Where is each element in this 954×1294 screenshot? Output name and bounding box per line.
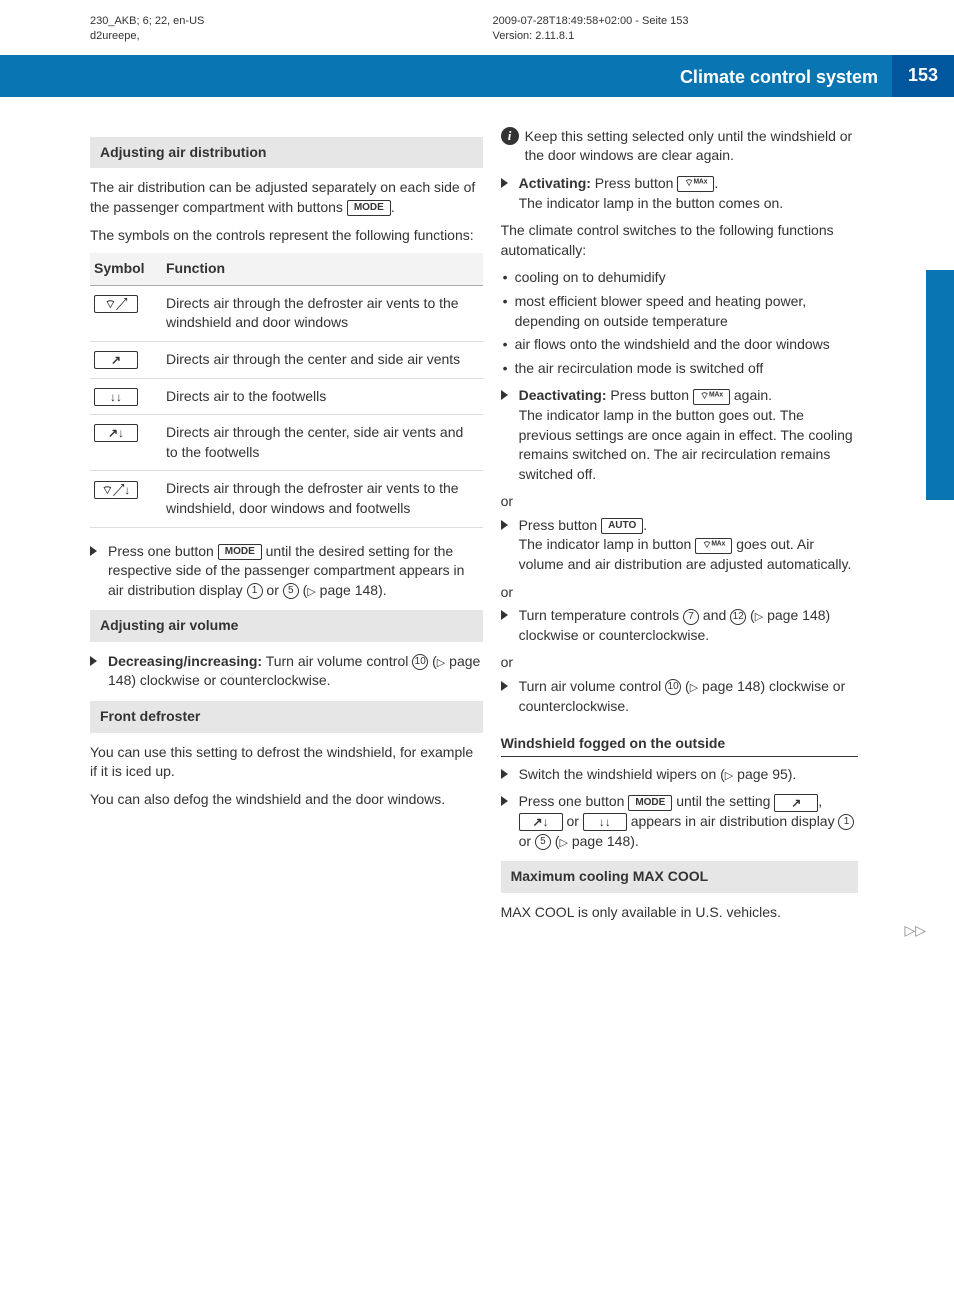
step-item: Press one button MODE until the desired …	[90, 542, 483, 601]
right-column: i Keep this setting selected only until …	[501, 127, 894, 931]
ref-10-icon: 10	[665, 679, 681, 695]
step-list-deactivate: Deactivating: Press button ⌔ᴹᴬˣ again. T…	[501, 386, 858, 484]
chapter-title: Climate control system	[680, 55, 892, 97]
table-row: ⌔↗ Directs air through the defroster air…	[90, 285, 483, 341]
para-auto-intro: The climate control switches to the foll…	[501, 221, 858, 260]
air-defrost-up-icon: ⌔↗	[94, 295, 138, 313]
step-list-temp: Turn temperature controls 7 and 12 (▷ pa…	[501, 606, 858, 645]
air-footwell-icon: ↓↓	[583, 813, 627, 831]
mode-button-icon: MODE	[628, 795, 672, 811]
or-separator: or	[501, 653, 858, 673]
air-center-footwell-icon: ↗↓	[519, 813, 563, 831]
air-defrost-footwell-icon: ⌔↗↓	[94, 481, 138, 499]
para-max-cool: MAX COOL is only available in U.S. vehic…	[501, 903, 858, 923]
symbol-function-table: Symbol Function ⌔↗ Directs air through t…	[90, 253, 483, 527]
subheading-fogged-outside: Windshield fogged on the outside	[501, 734, 858, 757]
air-footwell-icon: ↓↓	[94, 388, 138, 406]
pageref-icon: ▷	[437, 656, 445, 671]
step-item: Press button AUTO. The indicator lamp in…	[501, 516, 858, 575]
print-left-1: 230_AKB; 6; 22, en-US	[90, 14, 462, 29]
continue-arrow-icon: ▷▷	[904, 921, 926, 941]
air-center-footwell-icon: ↗↓	[94, 424, 138, 442]
side-tab-label: Controls in detail	[924, 280, 952, 443]
bullet-item: the air recirculation mode is switched o…	[501, 359, 858, 379]
print-header: 230_AKB; 6; 22, en-US d2ureepe, 2009-07-…	[0, 0, 954, 51]
pageref-icon: ▷	[755, 610, 763, 625]
bullet-item: air flows onto the windshield and the do…	[501, 335, 858, 355]
step-list-fogged: Switch the windshield wipers on (▷ page …	[501, 765, 858, 851]
func-5: Directs air through the defroster air ve…	[162, 471, 483, 527]
info-list: i Keep this setting selected only until …	[501, 127, 858, 166]
step-list-distribution: Press one button MODE until the desired …	[90, 542, 483, 601]
info-icon: i	[501, 127, 519, 145]
pageref-icon: ▷	[559, 836, 567, 851]
func-4: Directs air through the center, side air…	[162, 415, 483, 471]
pageref-icon: ▷	[307, 585, 315, 600]
ref-10-icon: 10	[412, 654, 428, 670]
ref-1-icon: 1	[838, 814, 854, 830]
info-item: i Keep this setting selected only until …	[501, 127, 858, 166]
print-right-2: Version: 2.11.8.1	[492, 29, 864, 44]
table-row: ↗ Directs air through the center and sid…	[90, 341, 483, 378]
heading-max-cool: Maximum cooling MAX COOL	[501, 861, 858, 893]
func-2: Directs air through the center and side …	[162, 341, 483, 378]
or-separator: or	[501, 583, 858, 603]
table-row: ↓↓ Directs air to the footwells	[90, 378, 483, 415]
para-defrost-2: You can also defog the windshield and th…	[90, 790, 483, 810]
print-left-2: d2ureepe,	[90, 29, 462, 44]
print-header-left: 230_AKB; 6; 22, en-US d2ureepe,	[90, 14, 462, 45]
th-symbol: Symbol	[90, 253, 162, 285]
para-air-dist-1: The air distribution can be adjusted sep…	[90, 178, 483, 217]
air-center-icon: ↗	[94, 351, 138, 369]
chapter-header-band: Climate control system 153	[0, 55, 954, 97]
or-separator: or	[501, 492, 858, 512]
ref-1-icon: 1	[247, 583, 263, 599]
pageref-icon: ▷	[725, 769, 733, 784]
heading-air-volume: Adjusting air volume	[90, 610, 483, 642]
step-item: Activating: Press button ⌔ᴹᴬˣ. The indic…	[501, 174, 858, 213]
ref-12-icon: 12	[730, 609, 746, 625]
ref-7-icon: 7	[683, 609, 699, 625]
step-item: Press one button MODE until the setting …	[501, 792, 858, 851]
print-header-right: 2009-07-28T18:49:58+02:00 - Seite 153 Ve…	[492, 14, 864, 45]
step-item: Turn temperature controls 7 and 12 (▷ pa…	[501, 606, 858, 645]
func-1: Directs air through the defroster air ve…	[162, 285, 483, 341]
heading-front-defroster: Front defroster	[90, 701, 483, 733]
step-list-volume: Decreasing/increasing: Turn air volume c…	[90, 652, 483, 691]
page-number: 153	[892, 55, 954, 97]
heading-air-distribution: Adjusting air distribution	[90, 137, 483, 169]
step-item: Turn air volume control 10 (▷ page 148) …	[501, 677, 858, 716]
page-content: Adjusting air distribution The air distr…	[0, 97, 954, 961]
para-defrost-1: You can use this setting to defrost the …	[90, 743, 483, 782]
print-right-1: 2009-07-28T18:49:58+02:00 - Seite 153	[492, 14, 864, 29]
ref-5-icon: 5	[535, 834, 551, 850]
table-row: ↗↓ Directs air through the center, side …	[90, 415, 483, 471]
bullet-item: most efficient blower speed and heating …	[501, 292, 858, 331]
auto-button-icon: AUTO	[601, 518, 643, 534]
max-defrost-icon: ⌔ᴹᴬˣ	[677, 176, 714, 192]
bullet-list-auto: cooling on to dehumidify most efficient …	[501, 268, 858, 378]
func-3: Directs air to the footwells	[162, 378, 483, 415]
pageref-icon: ▷	[690, 681, 698, 696]
th-function: Function	[162, 253, 483, 285]
step-item: Switch the windshield wipers on (▷ page …	[501, 765, 858, 785]
step-list-activate: Activating: Press button ⌔ᴹᴬˣ. The indic…	[501, 174, 858, 213]
left-column: Adjusting air distribution The air distr…	[90, 127, 483, 931]
bullet-item: cooling on to dehumidify	[501, 268, 858, 288]
ref-5-icon: 5	[283, 583, 299, 599]
max-defrost-icon: ⌔ᴹᴬˣ	[693, 389, 730, 405]
table-row: ⌔↗↓ Directs air through the defroster ai…	[90, 471, 483, 527]
max-defrost-icon: ⌔ᴹᴬˣ	[695, 538, 732, 554]
air-center-icon: ↗	[774, 794, 818, 812]
para-air-dist-2: The symbols on the controls represent th…	[90, 226, 483, 246]
step-list-auto-button: Press button AUTO. The indicator lamp in…	[501, 516, 858, 575]
mode-button-icon: MODE	[218, 544, 262, 560]
step-list-vol: Turn air volume control 10 (▷ page 148) …	[501, 677, 858, 716]
step-item: Decreasing/increasing: Turn air volume c…	[90, 652, 483, 691]
step-item: Deactivating: Press button ⌔ᴹᴬˣ again. T…	[501, 386, 858, 484]
mode-button-icon: MODE	[347, 200, 391, 216]
